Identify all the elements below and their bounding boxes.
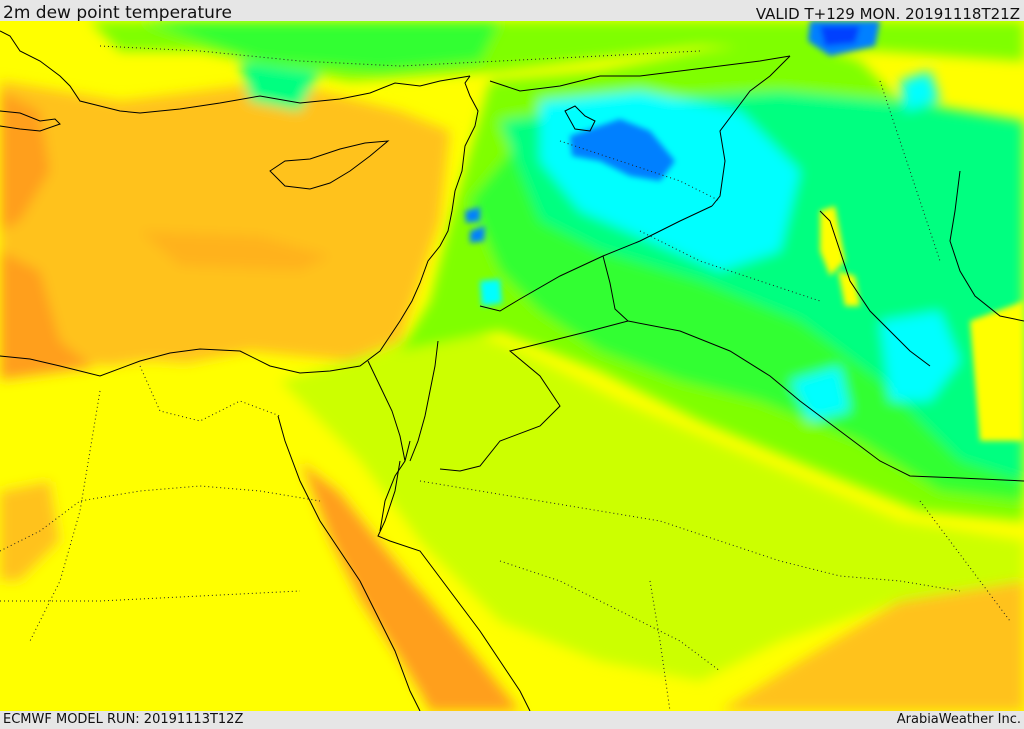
- coastlines: [0, 30, 1024, 711]
- borders: [367, 55, 1024, 482]
- dotted-boundary-east: [919, 500, 1011, 622]
- dotted-boundary-egypt: [139, 365, 281, 422]
- border-jordan-saudi: [439, 320, 629, 472]
- zone-blue-lake: [570, 119, 675, 181]
- dotted-boundary-egypt-south: [0, 485, 321, 552]
- zone-bright-green-north: [140, 21, 500, 71]
- coastline-crete: [0, 110, 61, 132]
- border-egypt-israel: [367, 360, 406, 462]
- zone-dark-blue-ne: [820, 26, 860, 46]
- zone-yellow-green-spot: [440, 401, 480, 446]
- dew-point-extremes: [440, 21, 1024, 446]
- zone-light-orange-egypt: [0, 481, 60, 581]
- coastline-east: [949, 170, 1024, 322]
- zone-yellow-egypt: [0, 361, 420, 711]
- zone-orange-west: [0, 91, 50, 231]
- zone-yellow-islands-east: [970, 301, 1024, 441]
- header-bar: 2m dew point temperature VALID T+129 MON…: [0, 0, 1024, 23]
- valid-time: VALID T+129 MON. 20191118T21Z: [755, 5, 1020, 23]
- model-run-label: ECMWF MODEL RUN: 20191113T12Z: [3, 712, 244, 727]
- coastline-red-sea-west: [277, 415, 421, 711]
- zone-yellow-island-2: [838, 271, 860, 306]
- coastline-caspian-lake: [564, 105, 596, 132]
- zone-cyan-ne: [900, 71, 940, 111]
- coastline-sinai: [379, 440, 411, 532]
- coastline-north-africa: [0, 75, 479, 377]
- zone-sea-green-nw: [240, 61, 320, 111]
- credit-label: ArabiaWeather Inc.: [896, 712, 1021, 727]
- zone-blue-small-1: [465, 207, 480, 223]
- coastline-persian-gulf: [819, 210, 931, 367]
- border-syria-iraq: [479, 205, 713, 312]
- border-turkey-syria: [489, 55, 791, 92]
- border-iran-iraq: [711, 55, 791, 207]
- zone-orange-med-center: [140, 231, 330, 271]
- zone-light-orange-med: [0, 81, 450, 371]
- zone-blue-small-2: [470, 226, 485, 243]
- provincial-boundaries: [0, 45, 1011, 711]
- coastline-cyprus: [269, 140, 390, 190]
- coastline-anatolia: [0, 30, 471, 114]
- dew-point-map: [0, 21, 1024, 711]
- zone-yellow-island-1: [820, 206, 845, 276]
- zone-light-orange-se: [720, 581, 1024, 711]
- zone-cyan-east: [880, 311, 960, 401]
- border-saudi-iraq: [627, 320, 1024, 482]
- dew-point-field: [0, 21, 1024, 711]
- zone-cyan-levant: [480, 279, 502, 306]
- footer-bar: ECMWF MODEL RUN: 20191113T12Z ArabiaWeat…: [0, 711, 1024, 729]
- dotted-boundary-libya: [29, 390, 101, 642]
- map-canvas[interactable]: [0, 21, 1024, 711]
- border-israel-jordan: [409, 340, 439, 462]
- dotted-boundary-iraq: [559, 140, 721, 202]
- dotted-boundary-turkey: [99, 45, 701, 67]
- coastline-red-sea-east: [377, 460, 531, 711]
- border-jordan-iraq: [602, 255, 629, 322]
- zone-orange-libya: [0, 251, 110, 391]
- map-title: 2m dew point temperature: [3, 3, 232, 23]
- dotted-boundary-saudi-3: [649, 580, 671, 711]
- zone-orange-redsea: [300, 461, 520, 711]
- zone-cyan-south: [790, 366, 850, 421]
